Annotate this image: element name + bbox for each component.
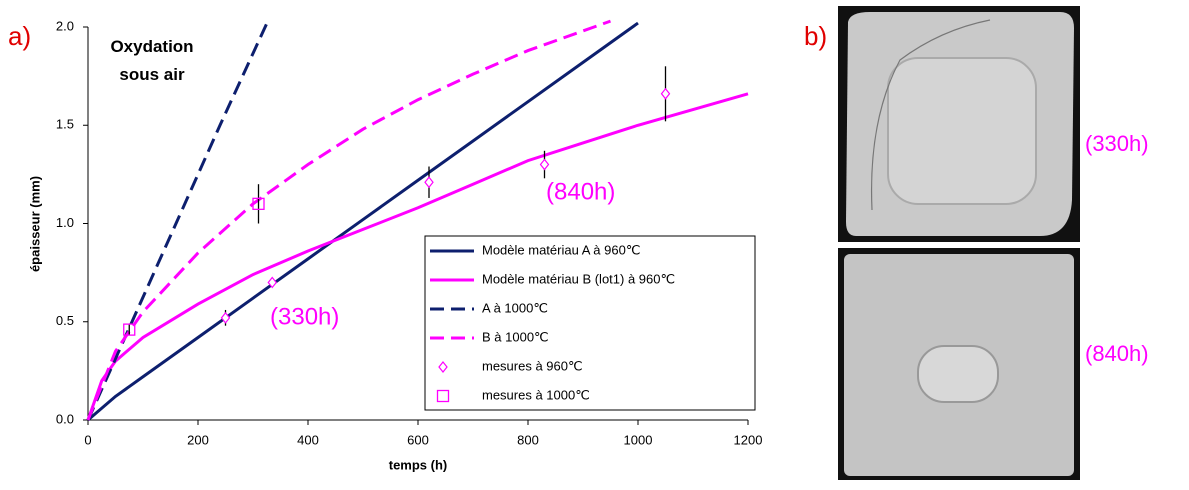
y-axis-label: épaisseur (mm) xyxy=(27,176,42,272)
x-tick-label: 1000 xyxy=(624,432,653,447)
square-marker xyxy=(436,389,450,403)
image-label: (330h) xyxy=(1085,131,1149,156)
legend-label: mesures à 960℃ xyxy=(482,358,583,373)
y-tick-label: 0.0 xyxy=(56,411,74,426)
legend-label: B à 1000℃ xyxy=(482,329,549,344)
x-tick-label: 800 xyxy=(517,432,539,447)
diamond-marker xyxy=(438,361,448,373)
image-label: (840h) xyxy=(1085,341,1149,366)
micrograph-330h xyxy=(838,6,1080,242)
x-tick-label: 1200 xyxy=(734,432,763,447)
micrograph-840h xyxy=(838,248,1080,480)
annotation: (840h) xyxy=(546,178,615,205)
y-tick-label: 1.5 xyxy=(56,117,74,132)
panel-label: a) xyxy=(8,21,31,51)
legend-label: A à 1000℃ xyxy=(482,300,548,315)
x-axis-label: temps (h) xyxy=(389,457,448,472)
legend-label: Modèle matériau B (lot1) à 960℃ xyxy=(482,271,675,286)
y-tick-label: 0.5 xyxy=(56,313,74,328)
legend-label: Modèle matériau A à 960℃ xyxy=(482,242,640,257)
diamond-marker xyxy=(660,87,671,100)
legend-label: mesures à 1000℃ xyxy=(482,387,590,402)
annotation: Oxydation sous air xyxy=(110,37,193,84)
x-tick-label: 400 xyxy=(297,432,319,447)
diamond-marker xyxy=(424,176,434,189)
annotation: (330h) xyxy=(270,303,339,330)
x-tick-label: 600 xyxy=(407,432,429,447)
y-tick-label: 1.0 xyxy=(56,215,74,230)
square-marker xyxy=(252,197,265,211)
y-tick-label: 2.0 xyxy=(56,18,74,33)
diamond-marker xyxy=(220,311,231,324)
square-marker xyxy=(123,323,136,336)
series-line xyxy=(86,92,749,421)
diamond-marker xyxy=(267,276,278,289)
series-line xyxy=(86,19,612,421)
x-tick-label: 0 xyxy=(84,432,91,447)
panel-label: b) xyxy=(804,21,827,51)
series-line xyxy=(86,20,270,421)
diamond-marker xyxy=(539,158,550,171)
legend-box xyxy=(424,235,756,411)
x-tick-label: 200 xyxy=(187,432,209,447)
